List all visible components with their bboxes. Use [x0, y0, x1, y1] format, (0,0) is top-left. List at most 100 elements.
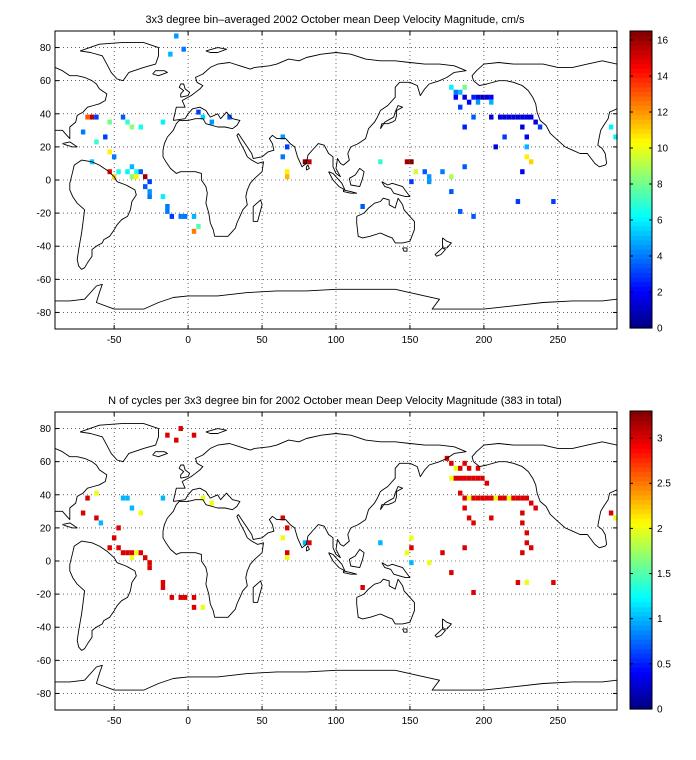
colorbar-segment — [630, 44, 652, 51]
colorbar-frame — [629, 410, 653, 710]
colorbar-segment — [630, 606, 652, 612]
coastline — [471, 60, 617, 168]
colorbar-segment — [630, 170, 652, 176]
data-cell — [191, 432, 197, 438]
colorbar-tick-label: 4 — [657, 252, 663, 263]
data-cell — [515, 580, 521, 586]
data-cell — [378, 159, 383, 165]
data-cell — [94, 515, 99, 521]
colorbar-segment — [630, 685, 652, 691]
data-cell — [191, 604, 197, 610]
colorbar-segment — [630, 281, 652, 287]
data-cell — [85, 114, 90, 120]
data-cell — [462, 94, 467, 100]
colorbar-segment — [630, 95, 652, 102]
colorbar-segment — [630, 63, 652, 69]
colorbar-segment — [630, 207, 652, 213]
data-cell — [462, 460, 467, 466]
coastline — [79, 423, 159, 463]
colorbar-tick-label: 2 — [657, 288, 663, 299]
data-cell — [147, 194, 152, 200]
data-cell — [511, 495, 516, 501]
data-cell — [182, 594, 188, 600]
colorbar-segment — [630, 156, 652, 162]
colorbar-tick-label: 6 — [657, 216, 663, 227]
data-cell — [302, 159, 308, 165]
coastline — [356, 578, 415, 625]
coastline — [379, 486, 404, 510]
data-cell — [440, 550, 445, 556]
data-cell — [98, 520, 104, 526]
colorbar-segment — [630, 40, 652, 46]
coastline — [305, 164, 310, 171]
data-cell — [524, 540, 530, 546]
colorbar-tick-label: 10 — [657, 144, 669, 155]
plot-frame — [54, 30, 618, 330]
y-tick-label: -40 — [37, 623, 52, 634]
coastline — [205, 428, 228, 434]
colorbar-segment — [630, 560, 652, 566]
data-cell — [458, 104, 463, 110]
data-cell — [449, 174, 454, 180]
data-cell — [484, 480, 490, 486]
data-cell — [551, 199, 556, 205]
data-cell — [409, 545, 414, 551]
y-tick-label: 80 — [40, 43, 52, 54]
colorbar-segment — [630, 653, 652, 659]
data-cell — [520, 169, 525, 175]
y-tick-label: 0 — [45, 557, 51, 568]
data-cell — [453, 89, 459, 95]
x-tick-label: 200 — [476, 716, 493, 727]
data-cell — [462, 124, 467, 130]
x-tick-label: 250 — [549, 716, 566, 727]
data-cell — [409, 535, 414, 541]
data-cell — [280, 134, 285, 140]
colorbar-segment — [630, 411, 652, 417]
y-tick-label: -80 — [37, 308, 52, 319]
colorbar: 0 0.5 1 1.5 2 2.5 3 — [629, 410, 671, 716]
colorbar-segment — [630, 193, 652, 199]
data-cell — [471, 589, 476, 595]
colorbar-segment — [630, 100, 652, 106]
data-cell — [515, 114, 521, 120]
data-cell — [85, 495, 90, 501]
data-cell — [462, 545, 467, 551]
data-cell — [378, 540, 383, 546]
data-cell — [529, 159, 534, 165]
colorbar-segment — [630, 513, 652, 519]
data-cell — [160, 495, 166, 501]
data-cell — [520, 495, 525, 501]
data-cell — [178, 426, 183, 432]
colorbar-segment — [630, 318, 652, 324]
colorbar-segment — [630, 508, 652, 515]
data-cell — [409, 179, 414, 185]
y-tick-label: -60 — [37, 656, 52, 667]
colorbar-segment — [630, 611, 652, 617]
data-cell — [475, 495, 481, 501]
colorbar-segment — [630, 681, 652, 687]
x-tick-label: 150 — [402, 716, 419, 727]
colorbar-segment — [630, 634, 652, 640]
data-cell — [116, 169, 121, 175]
colorbar-segment — [630, 263, 652, 269]
data-cell — [284, 525, 290, 531]
colorbar-tick-label: 1 — [657, 614, 663, 625]
colorbar-segment — [630, 629, 652, 636]
data-cell — [165, 204, 170, 209]
colorbar-segment — [630, 151, 652, 157]
coastline — [55, 664, 617, 691]
coastlines — [55, 42, 617, 310]
data-cell — [227, 114, 232, 120]
coastline — [342, 189, 358, 194]
data-cell — [462, 475, 467, 481]
colorbar-segment — [630, 620, 652, 626]
coastline — [162, 52, 467, 237]
data-cell — [409, 159, 414, 165]
data-cell — [138, 124, 143, 130]
colorbar-segment — [630, 174, 652, 181]
data-cell — [449, 475, 454, 481]
data-cell — [284, 174, 290, 180]
coastline — [434, 628, 446, 638]
colorbar-segment — [630, 225, 652, 232]
colorbar-frame — [629, 30, 653, 329]
